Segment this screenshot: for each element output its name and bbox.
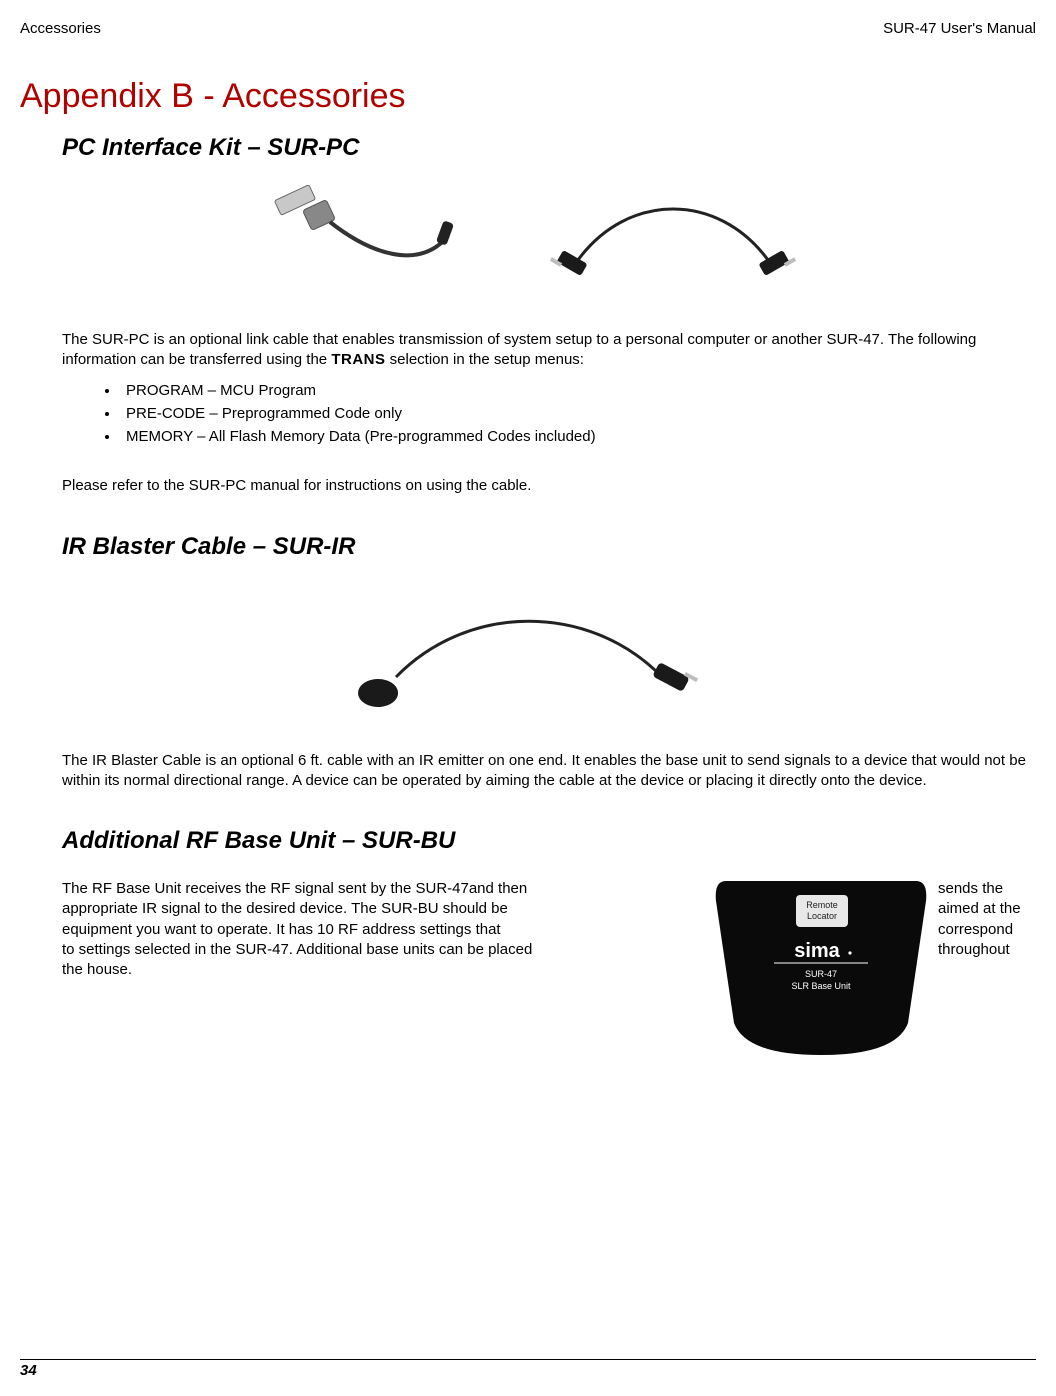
section-title-ir-blaster: IR Blaster Cable – SUR-IR [62,533,1036,561]
rf-base-unit-icon: Remote Locator sima SUR-47 SLR Base Unit [706,873,936,1063]
rf-r2: aimed at the [938,899,1026,919]
section-title-pc-kit: PC Interface Kit – SUR-PC [62,134,1036,162]
pc-kit-bullets: PROGRAM – MCU Program PRE-CODE – Preprog… [102,379,1036,449]
usb-cable-icon [258,182,468,302]
svg-text:Remote: Remote [806,900,838,910]
rf-line5: the house. [62,961,132,978]
footer-rule [20,1359,1036,1360]
rf-right-column: sends the aimed at the correspond throug… [938,879,1026,960]
header-left: Accessories [20,20,101,37]
ir-blaster-cable-icon [338,583,718,723]
rf-line4: to settings selected in the SUR-47. Addi… [62,941,532,958]
rf-line2: appropriate IR signal to the desired dev… [62,900,508,917]
page-number: 34 [20,1362,37,1379]
rf-base-block: Remote Locator sima SUR-47 SLR Base Unit… [62,879,1026,1068]
figure-ir-blaster [20,583,1036,723]
rf-line1: The RF Base Unit receives the RF signal … [62,880,527,897]
svg-text:SUR-47: SUR-47 [805,969,837,979]
svg-text:SLR Base Unit: SLR Base Unit [791,981,851,991]
page-header: Accessories SUR-47 User's Manual [20,20,1036,37]
rf-line3: equipment you want to operate. It has 10… [62,921,501,938]
ir-blaster-body: The IR Blaster Cable is an optional 6 ft… [62,751,1026,792]
appendix-title: Appendix B - Accessories [20,77,1036,116]
rf-r4: throughout [938,940,1026,960]
list-item: PRE-CODE – Preprogrammed Code only [120,402,1036,425]
brand-text: sima [794,940,840,962]
jack-cable-icon [548,182,798,302]
page-footer: 34 [20,1359,1036,1380]
pc-kit-intro-post: selection in the setup menus: [386,351,584,368]
rf-base-unit-figure: Remote Locator sima SUR-47 SLR Base Unit [706,873,936,1068]
trans-code: TRANS [331,351,385,368]
figure-row-pc-kit [20,182,1036,302]
list-item: PROGRAM – MCU Program [120,379,1036,402]
rf-r3: correspond [938,920,1026,940]
pc-kit-footer: Please refer to the SUR-PC manual for in… [62,476,1026,496]
list-item: MEMORY – All Flash Memory Data (Pre-prog… [120,425,1036,448]
header-right: SUR-47 User's Manual [883,20,1036,37]
svg-text:Locator: Locator [807,911,837,921]
rf-r1: sends the [938,879,1026,899]
section-title-rf-base: Additional RF Base Unit – SUR-BU [62,827,1036,855]
pc-kit-intro: The SUR-PC is an optional link cable tha… [62,330,1026,371]
